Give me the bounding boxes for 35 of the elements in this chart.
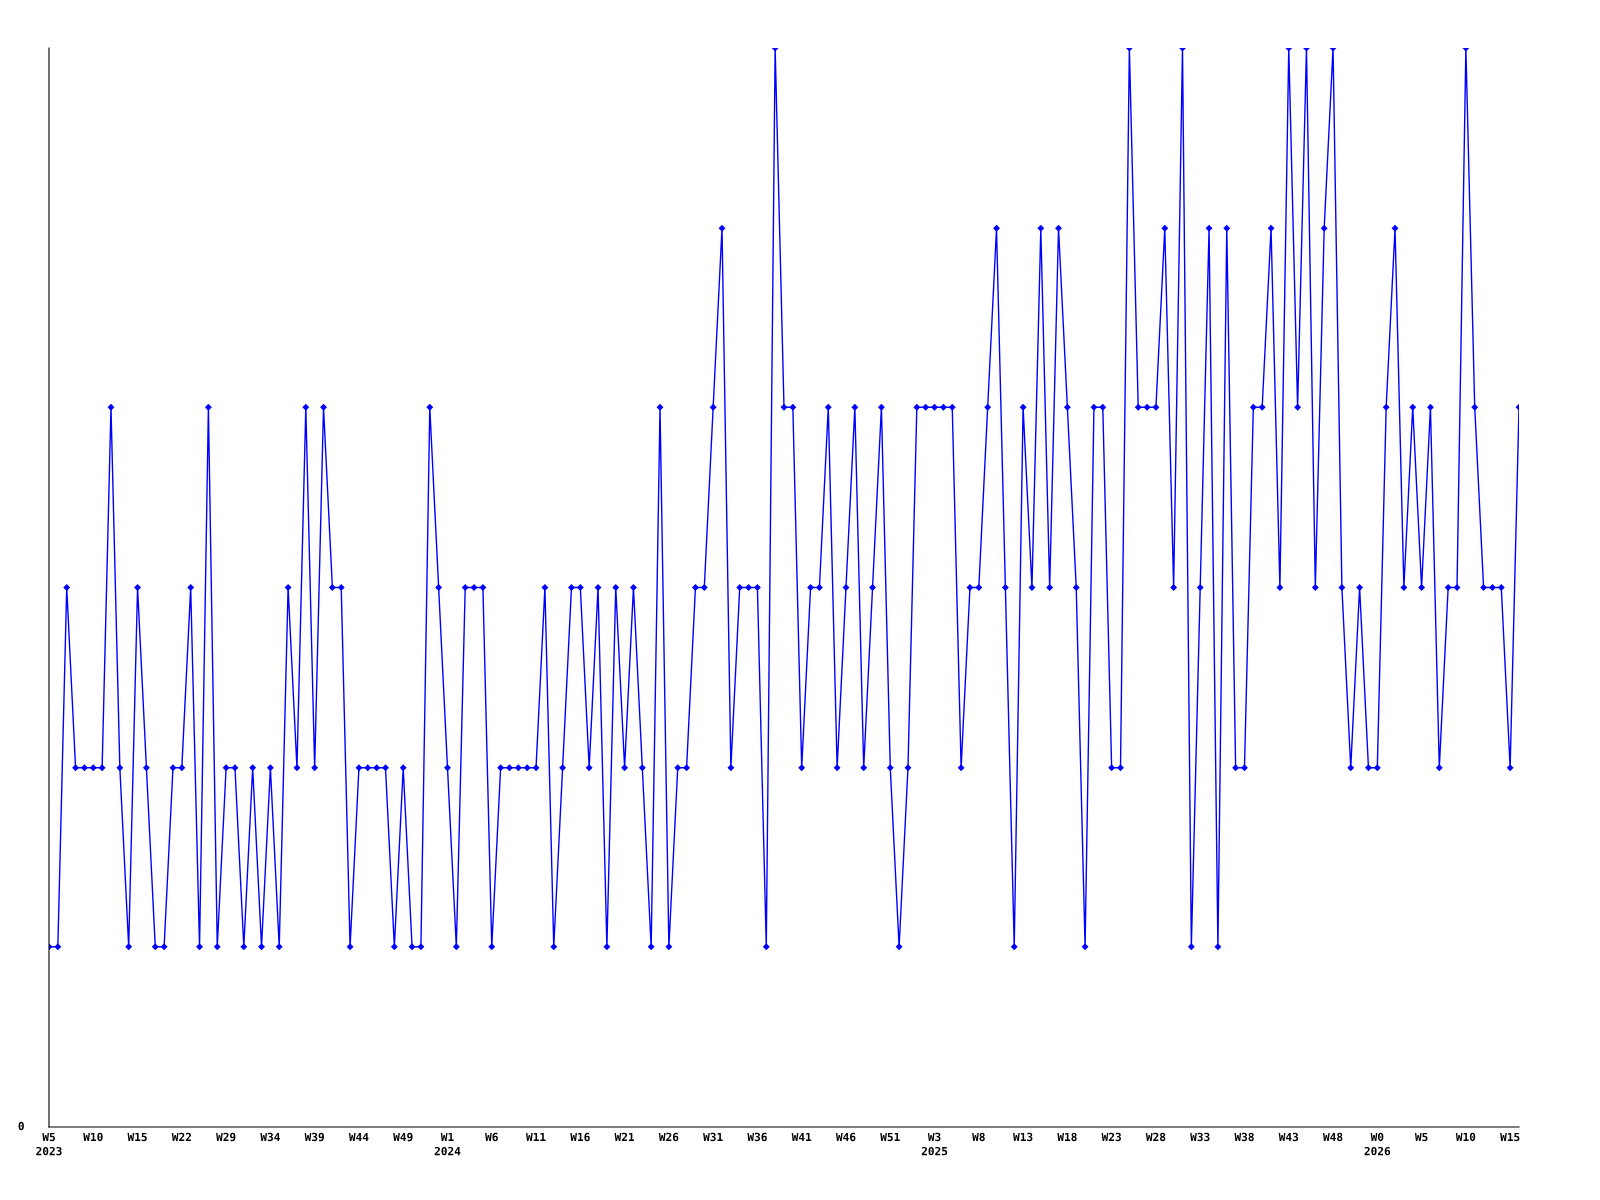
x-tick-label: W16 (570, 1132, 590, 1142)
x-tick-label: W13 (1013, 1132, 1033, 1142)
x-tick-label: W21 (614, 1132, 635, 1141)
x-tick-label: W51 (880, 1132, 900, 1142)
x-tick-label: W48 (1323, 1132, 1343, 1142)
x-tick-label: W5 2023 (36, 1132, 62, 1156)
x-tick-label: W44 (348, 1132, 369, 1141)
x-tick-label: W34 (260, 1132, 280, 1142)
x-tick-label: W18 (1057, 1132, 1077, 1142)
x-tick-label: W5 (1414, 1132, 1428, 1142)
x-tick-label: W10 (1455, 1132, 1476, 1142)
x-tick-label: W11 (526, 1132, 546, 1141)
text: 0 (18, 1121, 24, 1131)
x-tick-label: W38 (1234, 1132, 1254, 1142)
x-tick-label: W46 (835, 1132, 856, 1142)
x-tick-label: W6 (485, 1132, 498, 1142)
x-tick-label: W3 2025 (921, 1132, 948, 1156)
x-tick-label: W23 (1101, 1132, 1121, 1142)
x-tick-label: W39 (304, 1132, 324, 1142)
x-tick-label: W36 (747, 1132, 767, 1142)
x-tick-label: W31 (703, 1132, 723, 1142)
x-tick-label: W28 (1145, 1132, 1166, 1142)
x-tick-label: W26 (658, 1132, 679, 1142)
x-tick-label: W43 (1278, 1132, 1299, 1142)
x-tick-label: W15 (127, 1132, 147, 1142)
x-tick-label: W15 (1500, 1132, 1520, 1142)
x-tick-label: W1 2024 (434, 1132, 461, 1156)
x-tick-label: W49 (393, 1132, 413, 1142)
x-tick-label: W10 (83, 1132, 103, 1142)
x-tick-label: W22 (171, 1132, 191, 1141)
x-tick-label: W29 (216, 1132, 236, 1142)
x-tick-label: W41 (791, 1132, 812, 1141)
x-tick-label: W0 2026 (1364, 1132, 1391, 1156)
x-tick-label: W33 (1190, 1132, 1210, 1142)
x-tick-label: W8 (972, 1132, 985, 1142)
